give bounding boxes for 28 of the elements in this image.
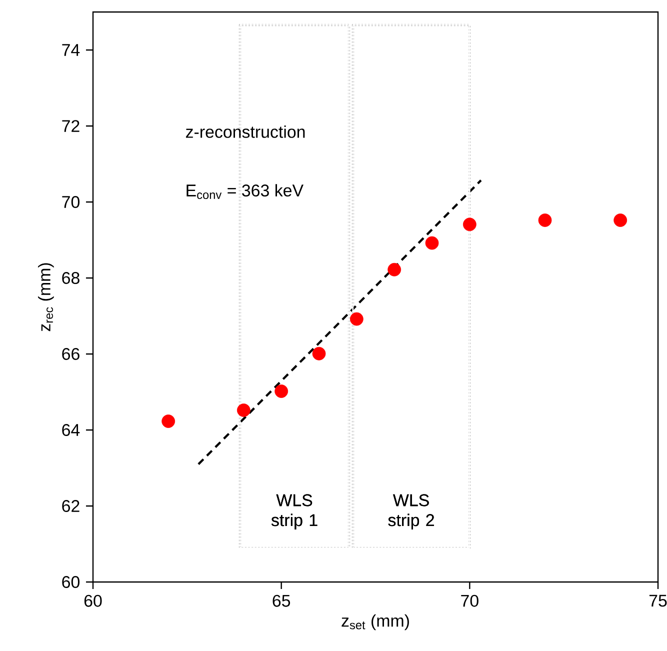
point — [614, 214, 628, 227]
point — [274, 384, 288, 398]
x-tick-label: 75 — [649, 594, 667, 607]
x-tick-label: 70 — [461, 594, 478, 607]
x-tick-label: 60 — [84, 594, 102, 607]
annotation: z-reconstruction — [186, 125, 305, 138]
point — [162, 414, 176, 428]
y-axis-title: z$_{rec}$ (mm) — [38, 263, 54, 332]
y-tick-label: 66 — [62, 348, 80, 360]
point — [236, 404, 250, 417]
point — [425, 236, 439, 250]
y-tick-label: 72 — [62, 120, 80, 132]
band-label: WLS strip 1 — [271, 494, 318, 530]
point — [462, 218, 476, 232]
point — [312, 346, 326, 360]
point — [350, 312, 364, 326]
point — [538, 214, 552, 227]
y-tick-label: 74 — [62, 44, 80, 56]
band-label: WLS strip 2 — [388, 494, 434, 530]
y-tick-label: 70 — [62, 196, 80, 208]
x-tick-label: 65 — [272, 594, 290, 607]
y-tick-label: 60 — [62, 576, 80, 588]
point — [388, 262, 402, 276]
x-axis-title: z$_{set}$ (mm) — [342, 614, 409, 630]
y-tick-label: 64 — [62, 424, 80, 436]
annotation: E$_{conv}$ = 363 keV — [186, 184, 304, 200]
y-tick-label: 68 — [62, 272, 80, 284]
y-tick-label: 62 — [62, 500, 80, 512]
